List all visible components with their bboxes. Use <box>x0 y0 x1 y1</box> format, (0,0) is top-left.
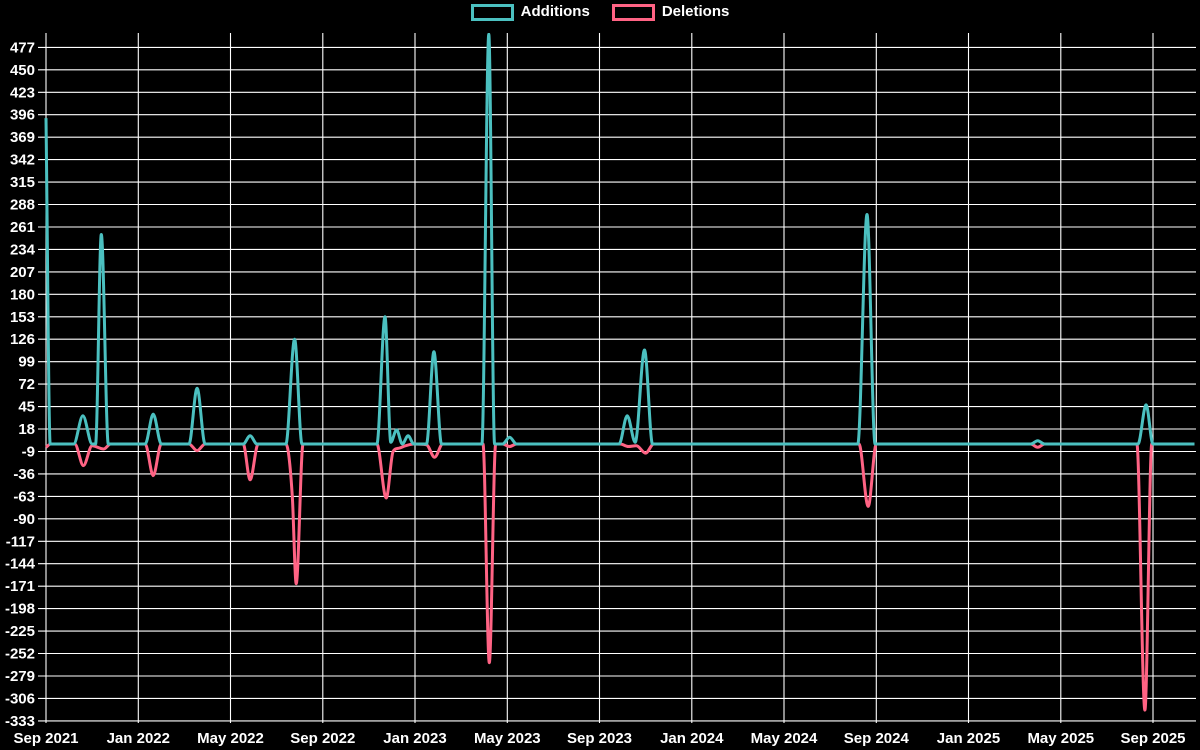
y-tick-label: 72 <box>18 376 35 393</box>
legend-item-deletions[interactable]: Deletions <box>611 3 730 21</box>
y-tick-label: 477 <box>10 39 35 56</box>
y-tick-label: -9 <box>22 444 35 461</box>
x-tick-label: Jan 2023 <box>383 730 446 747</box>
x-tick-label: Sep 2021 <box>13 730 78 747</box>
additions-line <box>44 33 1195 446</box>
y-tick-label: 99 <box>18 354 35 371</box>
y-tick-label: -333 <box>5 713 35 730</box>
legend-label-additions: Additions <box>520 3 590 20</box>
y-tick-label: 234 <box>10 241 36 258</box>
y-tick-label: -90 <box>13 511 35 528</box>
y-tick-label: 153 <box>10 309 35 326</box>
y-tick-label: 288 <box>10 197 35 214</box>
y-tick-label: -117 <box>6 533 35 550</box>
y-tick-label: -306 <box>5 690 35 707</box>
y-tick-label: 180 <box>10 286 35 303</box>
x-tick-label: May 2022 <box>197 730 264 747</box>
y-tick-label: 18 <box>18 421 35 438</box>
x-tick-label: Sep 2022 <box>290 730 355 747</box>
grid-lines <box>38 33 1196 723</box>
chart-legend: Additions Deletions <box>0 3 1200 21</box>
y-tick-label: -279 <box>5 668 35 685</box>
legend-label-deletions: Deletions <box>661 3 730 20</box>
y-tick-label: 342 <box>10 152 35 169</box>
y-axis-labels: 477 450 423 396 369 342 315 288 261 234 207 180 153 1… <box>5 39 36 730</box>
y-tick-label: 396 <box>10 107 35 124</box>
y-tick-label: -63 <box>13 488 35 505</box>
y-tick-label: 207 <box>10 264 35 281</box>
x-tick-label: Sep 2025 <box>1120 730 1185 747</box>
x-tick-label: Jan 2024 <box>660 730 724 747</box>
y-tick-label: 450 <box>10 62 35 79</box>
y-tick-label: 45 <box>18 399 35 416</box>
y-tick-label: 126 <box>10 331 35 348</box>
additions-swatch-icon <box>470 3 514 21</box>
x-tick-label: May 2023 <box>474 730 541 747</box>
x-tick-label: Sep 2023 <box>567 730 632 747</box>
legend-item-additions[interactable]: Additions <box>470 3 590 21</box>
y-tick-label: 261 <box>10 219 35 236</box>
x-axis-labels: Sep 2021 Jan 2022 May 2022 Sep 2022 Jan 2023… <box>13 730 1185 747</box>
y-tick-label: -36 <box>13 466 35 483</box>
y-tick-label: 369 <box>10 129 35 146</box>
y-tick-label: -144 <box>5 556 36 573</box>
x-tick-label: Jan 2025 <box>937 730 1000 747</box>
y-tick-label: -171 <box>5 578 35 595</box>
y-tick-label: -252 <box>5 646 35 663</box>
deletions-line <box>45 442 1195 712</box>
y-tick-label: 423 <box>10 84 35 101</box>
x-tick-label: Sep 2024 <box>844 730 910 747</box>
x-tick-label: May 2024 <box>751 730 818 747</box>
x-tick-label: May 2025 <box>1027 730 1094 747</box>
series-lines <box>44 33 1195 712</box>
x-tick-label: Jan 2022 <box>107 730 170 747</box>
y-tick-label: -225 <box>5 623 35 640</box>
y-tick-label: 315 <box>10 174 35 191</box>
y-tick-label: -198 <box>5 601 35 618</box>
deletions-swatch-icon <box>611 3 655 21</box>
